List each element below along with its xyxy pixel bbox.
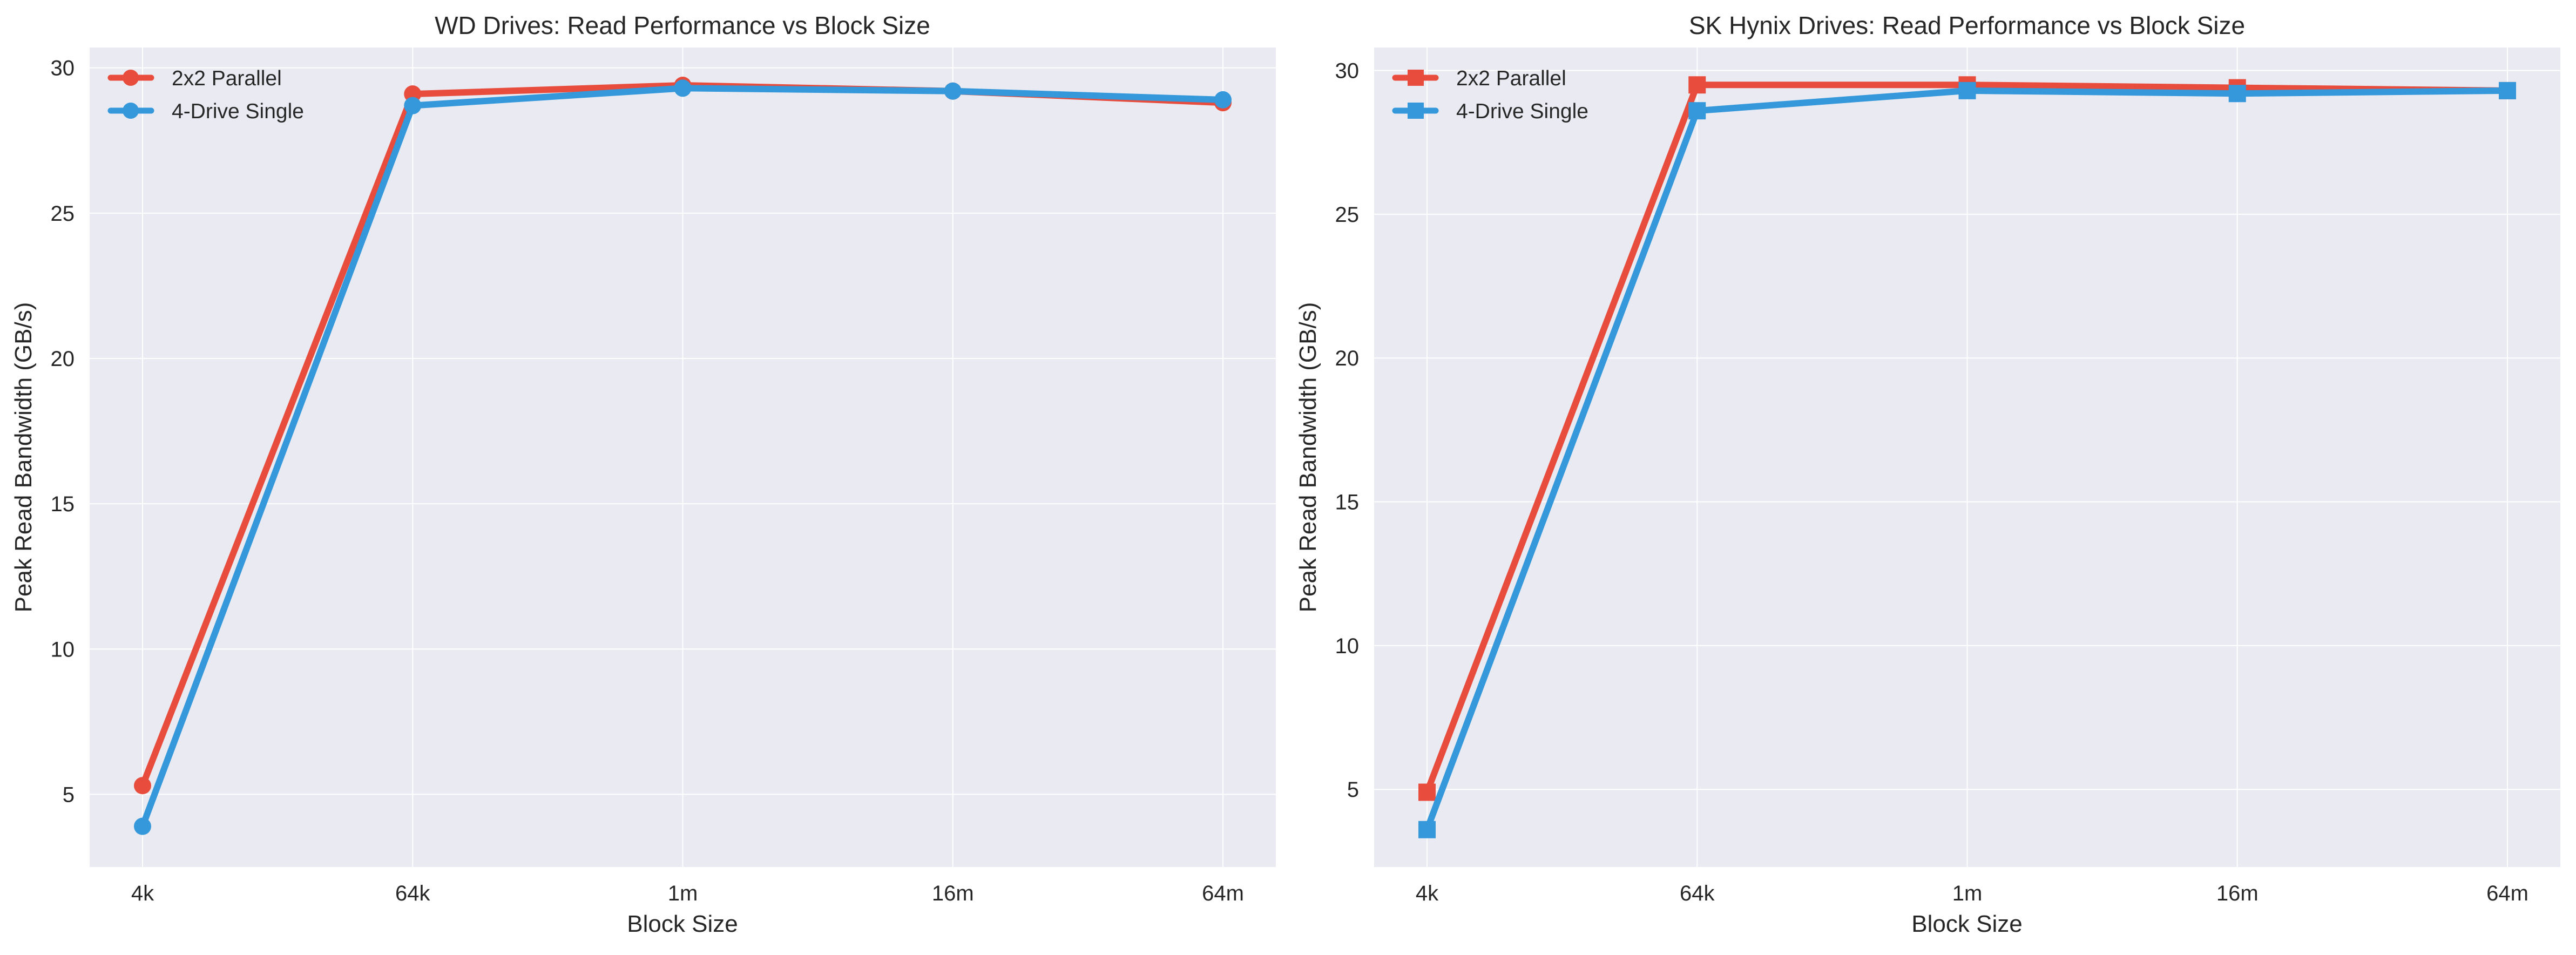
- x-tick-label: 64k: [395, 882, 430, 905]
- y-tick-label: 5: [63, 783, 75, 807]
- legend-label: 4-Drive Single: [172, 100, 304, 123]
- data-point-4-drive-single: [134, 817, 151, 835]
- y-tick-labels: 5 10 15 20 25 30: [51, 57, 75, 807]
- x-tick-label: 4k: [131, 882, 154, 905]
- legend-label: 2x2 Parallel: [172, 67, 282, 90]
- y-tick-label: 10: [51, 638, 75, 661]
- data-point-4-drive-single: [2499, 82, 2516, 99]
- data-point-4-drive-single: [1688, 102, 1706, 120]
- legend: 2x2 Parallel 4-Drive Single: [1392, 67, 1588, 123]
- y-tick-label: 25: [1335, 203, 1360, 227]
- data-point-4-drive-single: [1214, 91, 1232, 109]
- chart-title: WD Drives: Read Performance vs Block Siz…: [435, 11, 930, 39]
- y-tick-label: 10: [1335, 634, 1360, 658]
- y-tick-label: 15: [1335, 491, 1360, 514]
- data-point-2x2-parallel: [1418, 783, 1436, 801]
- grid-lines: [90, 48, 1276, 867]
- y-axis-label: Peak Read Bandwidth (GB/s): [10, 302, 37, 613]
- data-point-4-drive-single: [2228, 85, 2246, 103]
- sk-hynix-chart-panel: SK Hynix Drives: Read Performance vs Blo…: [1295, 11, 2560, 937]
- x-tick-label: 64k: [1680, 882, 1715, 905]
- x-tick-labels: 4k 64k 1m 16m 64m: [131, 882, 1244, 905]
- legend-label: 4-Drive Single: [1456, 100, 1588, 123]
- grid-lines: [1374, 48, 2560, 867]
- x-axis-label: Block Size: [627, 911, 738, 937]
- chart-title: SK Hynix Drives: Read Performance vs Blo…: [1689, 11, 2245, 39]
- y-tick-label: 30: [51, 57, 75, 80]
- legend-marker: [1408, 70, 1424, 86]
- data-point-2x2-parallel: [134, 777, 151, 795]
- legend-marker: [1408, 103, 1424, 119]
- y-tick-label: 15: [51, 492, 75, 516]
- x-tick-label: 16m: [932, 882, 974, 905]
- legend-marker: [123, 103, 139, 119]
- data-point-2x2-parallel: [1688, 76, 1706, 94]
- legend-item-2x2-parallel: 2x2 Parallel: [107, 67, 282, 90]
- x-tick-labels: 4k 64k 1m 16m 64m: [1416, 882, 2528, 905]
- series-layer: [134, 76, 1232, 835]
- x-tick-label: 1m: [1952, 882, 1983, 905]
- data-point-4-drive-single: [944, 82, 962, 100]
- legend: 2x2 Parallel 4-Drive Single: [107, 67, 304, 123]
- y-tick-label: 20: [51, 347, 75, 371]
- legend-item-4-drive-single: 4-Drive Single: [107, 100, 304, 123]
- x-tick-label: 16m: [2216, 882, 2259, 905]
- x-tick-label: 64m: [1202, 882, 1244, 905]
- legend-marker: [123, 70, 139, 86]
- x-tick-label: 1m: [668, 882, 698, 905]
- x-tick-label: 64m: [2486, 882, 2528, 905]
- legend-item-2x2-parallel: 2x2 Parallel: [1392, 67, 1566, 90]
- legend-label: 2x2 Parallel: [1456, 67, 1566, 90]
- y-tick-label: 5: [1347, 778, 1359, 802]
- data-point-4-drive-single: [674, 79, 692, 97]
- wd-chart-panel: WD Drives: Read Performance vs Block Siz…: [10, 11, 1276, 937]
- data-point-4-drive-single: [1418, 821, 1436, 838]
- data-point-4-drive-single: [1958, 82, 1976, 99]
- y-tick-label: 20: [1335, 347, 1360, 370]
- legend-item-4-drive-single: 4-Drive Single: [1392, 100, 1588, 123]
- y-tick-labels: 5 10 15 20 25 30: [1335, 59, 1360, 802]
- series-layer: [1418, 76, 2516, 838]
- x-axis-label: Block Size: [1911, 911, 2022, 937]
- x-tick-label: 4k: [1416, 882, 1439, 905]
- y-tick-label: 30: [1335, 59, 1360, 83]
- data-point-4-drive-single: [404, 97, 422, 114]
- y-tick-label: 25: [51, 202, 75, 226]
- y-axis-label: Peak Read Bandwidth (GB/s): [1295, 302, 1321, 613]
